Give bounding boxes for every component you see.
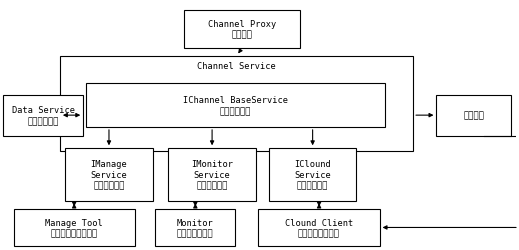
Text: 云平台客户端服务: 云平台客户端服务 <box>298 228 340 237</box>
Bar <box>155 210 235 246</box>
Bar <box>86 84 385 128</box>
Bar <box>65 148 153 201</box>
Text: Service: Service <box>294 170 331 179</box>
Text: Service: Service <box>194 170 230 179</box>
Bar <box>184 11 300 49</box>
Bar <box>436 95 511 136</box>
Text: 通道代理: 通道代理 <box>231 31 252 40</box>
Text: IMonitor: IMonitor <box>191 160 233 169</box>
Text: 监控服务接口: 监控服务接口 <box>196 181 228 190</box>
Text: 数据访问服务: 数据访问服务 <box>28 116 59 126</box>
Bar <box>168 148 256 201</box>
Text: Monitor: Monitor <box>177 218 214 227</box>
Text: Data Service: Data Service <box>12 106 75 115</box>
Text: IClound: IClound <box>294 160 331 169</box>
Bar <box>13 210 135 246</box>
Text: Manage Tool: Manage Tool <box>45 218 103 227</box>
Bar <box>60 57 413 151</box>
Text: Clound Client: Clound Client <box>285 218 353 227</box>
Text: 网站后台: 网站后台 <box>463 111 484 120</box>
Text: Service: Service <box>91 170 127 179</box>
Bar <box>269 148 357 201</box>
Text: Channel Service: Channel Service <box>197 62 276 71</box>
Text: 岗亭监控收费端: 岗亭监控收费端 <box>177 228 214 237</box>
Text: IManage: IManage <box>91 160 127 169</box>
Text: 监控服务接口: 监控服务接口 <box>93 181 125 190</box>
Bar <box>258 210 380 246</box>
Text: 监控服务接口: 监控服务接口 <box>297 181 329 190</box>
Bar <box>3 95 83 136</box>
Text: 公共服务接口: 公共服务接口 <box>220 106 251 116</box>
Text: 管理处管理系统工具: 管理处管理系统工具 <box>50 228 98 237</box>
Text: Channel Proxy: Channel Proxy <box>208 20 276 29</box>
Text: IChannel BaseService: IChannel BaseService <box>183 96 288 105</box>
